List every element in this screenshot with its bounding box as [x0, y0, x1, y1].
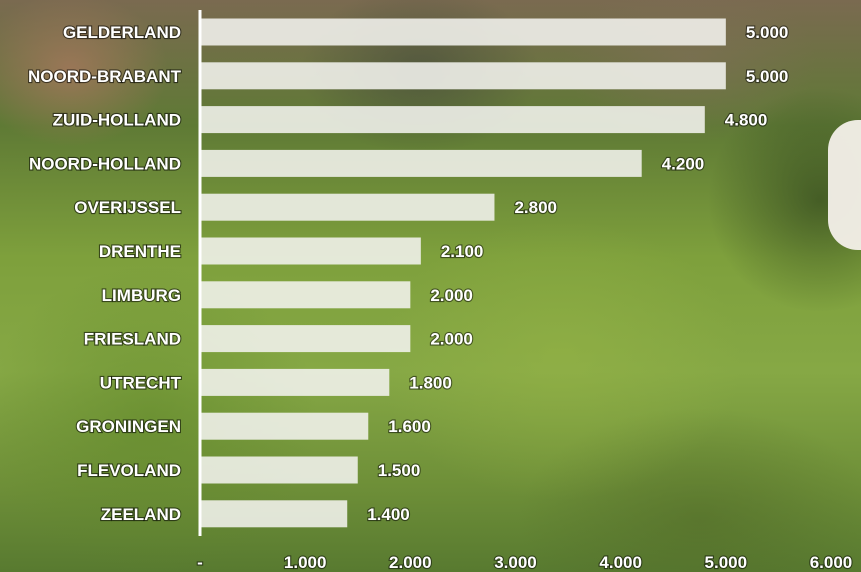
value-labels: 5.000 5.000 4.800 4.200 2.800 2.100 2.000 2.000… [366, 22, 789, 525]
bar-noord-brabant [200, 62, 726, 90]
x-tick-label-0: - [197, 553, 203, 572]
x-tick-label-4: 4.000 [599, 553, 642, 572]
category-label-zuid-holland: ZUID-HOLLAND [53, 111, 181, 130]
bar-flevoland [200, 456, 358, 484]
category-label-limburg: LIMBURG [102, 286, 181, 305]
bar-zeeland [200, 500, 348, 528]
category-label-noord-holland: NOORD-HOLLAND [29, 154, 181, 173]
value-label-utrecht: 1.800 [409, 373, 452, 392]
x-tick-label-5: 5.000 [705, 553, 748, 572]
value-label-flevoland: 1.500 [378, 461, 421, 480]
bar-utrecht [200, 368, 390, 396]
category-labels: GELDERLAND NOORD-BRABANT ZUID-HOLLAND NOORD… [27, 22, 183, 525]
value-label-friesland: 2.000 [430, 330, 473, 349]
x-tick-label-2: 2.000 [389, 553, 432, 572]
x-tick-label-1: 1.000 [284, 553, 327, 572]
x-axis-ticks: - 1.000 2.000 3.000 4.000 5.000 6.000 [196, 552, 853, 572]
value-label-zuid-holland: 4.800 [725, 111, 768, 130]
bar-friesland [200, 325, 411, 353]
value-label-noord-holland: 4.200 [662, 154, 705, 173]
bar-groningen [200, 412, 369, 440]
bar-gelderland [200, 18, 726, 46]
bar-noord-holland [200, 149, 642, 177]
value-label-gelderland: 5.000 [746, 23, 789, 42]
category-label-noord-brabant: NOORD-BRABANT [28, 67, 182, 86]
value-label-overijssel: 2.800 [514, 198, 557, 217]
bar-drenthe [200, 237, 421, 265]
value-label-drenthe: 2.100 [441, 242, 484, 261]
bars-group [200, 18, 726, 528]
category-label-groningen: GRONINGEN [76, 417, 181, 436]
category-label-drenthe: DRENTHE [99, 242, 181, 261]
category-label-gelderland: GELDERLAND [63, 23, 181, 42]
background-person [828, 120, 861, 250]
category-label-friesland: FRIESLAND [84, 330, 181, 349]
category-label-overijssel: OVERIJSSEL [74, 198, 181, 217]
value-label-limburg: 2.000 [430, 286, 473, 305]
value-label-groningen: 1.600 [388, 417, 431, 436]
bar-zuid-holland [200, 106, 705, 134]
value-label-noord-brabant: 5.000 [746, 67, 789, 86]
category-label-zeeland: ZEELAND [101, 505, 181, 524]
value-label-zeeland: 1.400 [367, 505, 410, 524]
bar-overijssel [200, 193, 495, 221]
bar-limburg [200, 281, 411, 309]
category-label-flevoland: FLEVOLAND [77, 461, 181, 480]
x-tick-label-3: 3.000 [494, 553, 537, 572]
category-label-utrecht: UTRECHT [100, 373, 182, 392]
x-tick-label-6: 6.000 [810, 553, 853, 572]
